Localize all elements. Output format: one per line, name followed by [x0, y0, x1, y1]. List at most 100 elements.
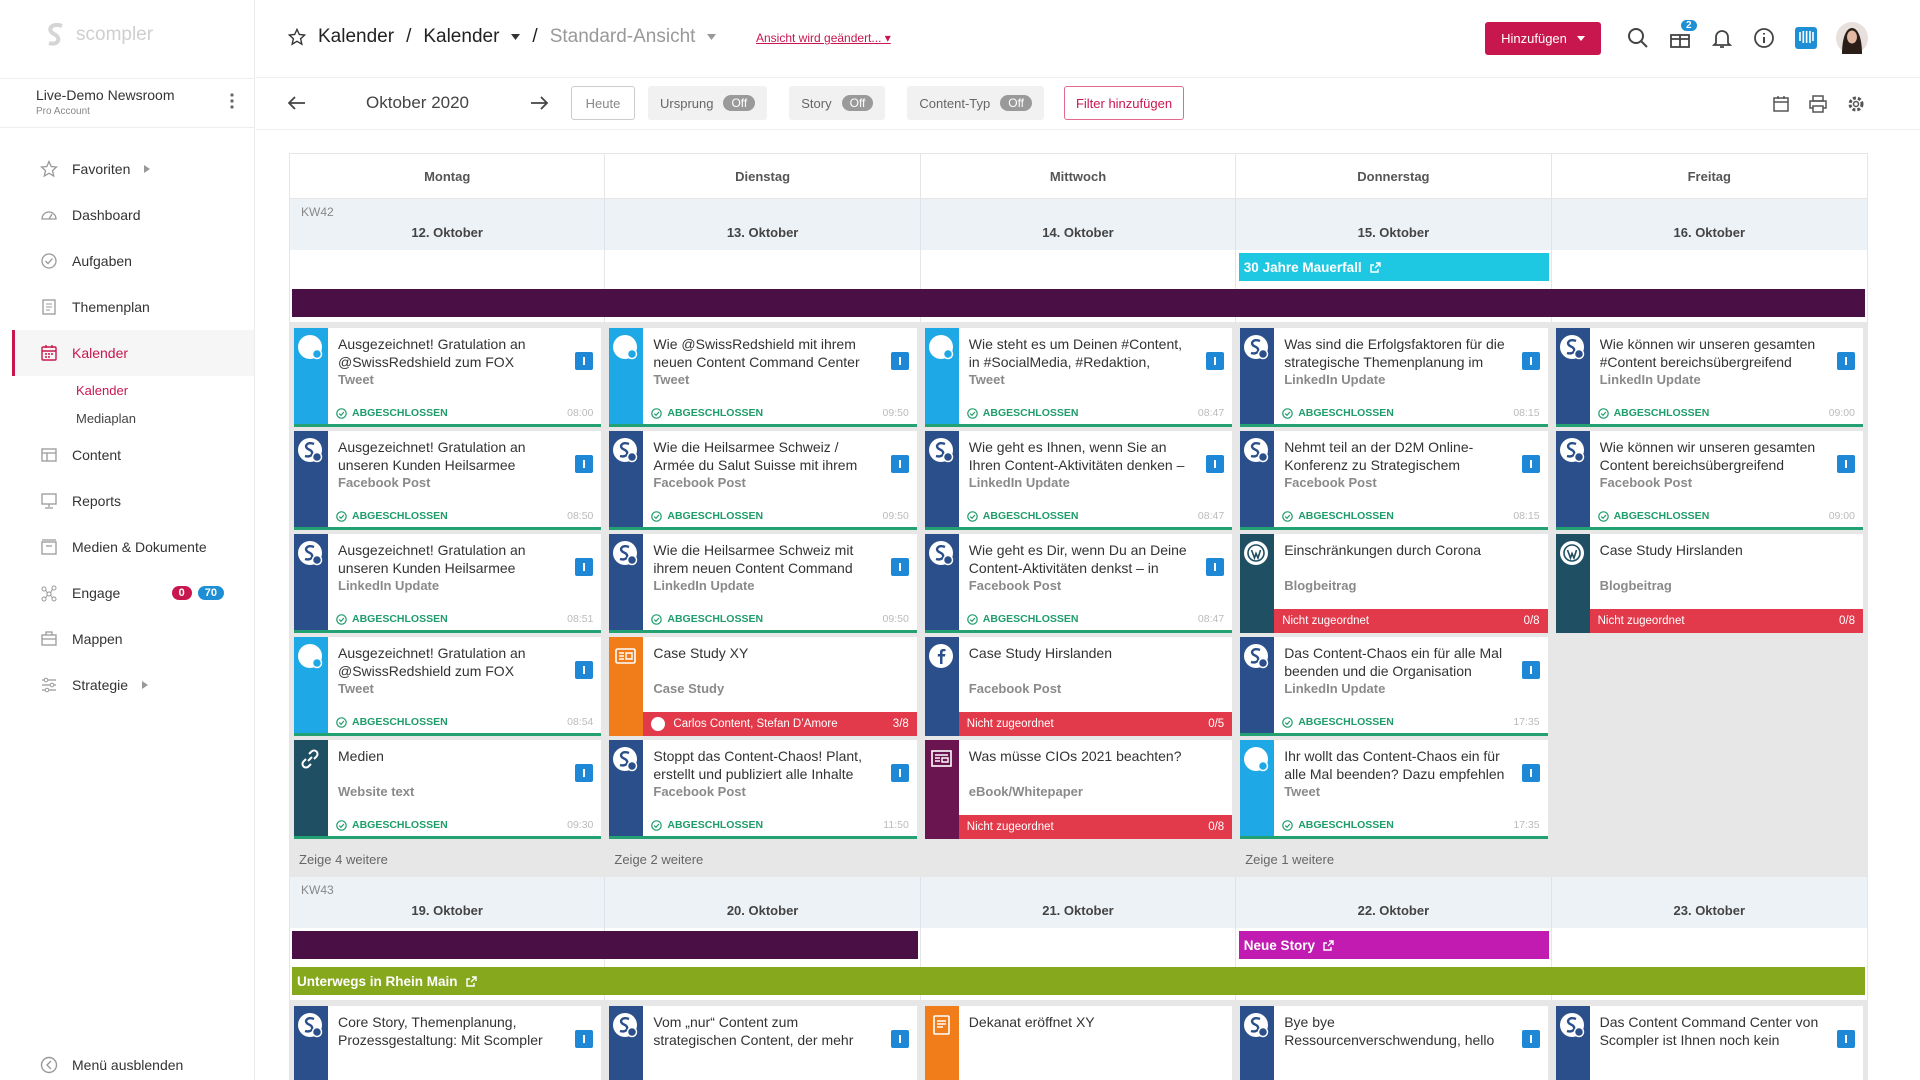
content-card[interactable]: Case Study XY Case Study Carlos Content, S… — [609, 637, 917, 736]
nav-item[interactable]: Strategie — [12, 662, 254, 708]
nav-item[interactable]: Engage 0 70 — [12, 570, 254, 616]
settings-icon[interactable] — [1847, 95, 1865, 113]
content-card[interactable]: Nehmt teil an der D2M Online-Konferenz z… — [1240, 431, 1548, 530]
bell-icon[interactable] — [1710, 26, 1734, 50]
favorite-star[interactable] — [288, 28, 306, 46]
content-card[interactable]: Case Study Hirslanden Blogbeitrag Nicht zu… — [1555, 534, 1863, 633]
info-badge[interactable] — [1836, 1030, 1855, 1048]
content-card[interactable]: Wie die Heilsarmee Schweiz mit ihrem neu… — [609, 534, 917, 633]
avatar[interactable] — [1836, 22, 1868, 54]
nav-item[interactable]: Aufgaben — [12, 238, 254, 284]
collapse-menu[interactable]: Menü ausblenden — [40, 1056, 183, 1074]
content-card[interactable]: Wie geht es Dir, wenn Du an Deine Conten… — [924, 534, 1233, 633]
filter-chip[interactable]: Ursprung Off — [648, 86, 768, 120]
info-badge[interactable] — [575, 352, 594, 370]
info-badge[interactable] — [1206, 558, 1225, 576]
info-badge[interactable] — [1836, 352, 1855, 370]
content-card[interactable]: Wie die Heilsarmee Schweiz / Armée du Sa… — [609, 431, 917, 530]
nav-sub-item[interactable]: Mediaplan — [76, 410, 136, 426]
content-card[interactable]: Medien Website text ABGESCHLOSSEN 09:30 — [294, 740, 602, 839]
nav-item[interactable]: Mappen — [12, 616, 254, 662]
assignment-row[interactable]: Nicht zugeordnet 0/8 — [958, 815, 1233, 839]
nav-item[interactable]: Favoriten — [12, 146, 254, 192]
content-card[interactable]: Bye bye Ressourcenverschwendung, hello — [1240, 1006, 1548, 1080]
content-card[interactable]: Ihr wollt das Content-Chaos ein für alle… — [1240, 740, 1548, 839]
info-badge[interactable] — [1521, 764, 1540, 782]
story-banner[interactable] — [292, 931, 919, 959]
content-card[interactable]: Das Content-Chaos ein für alle Mal beend… — [1240, 637, 1548, 736]
info-badge[interactable] — [890, 558, 909, 576]
breadcrumb-item[interactable]: Standard-Ansicht — [549, 26, 696, 47]
nav-sub-item[interactable]: Kalender — [76, 382, 129, 398]
show-more[interactable]: Zeige 2 weitere — [605, 843, 921, 876]
content-card[interactable]: Was sind die Erfolgsfaktoren für die str… — [1240, 328, 1548, 427]
info-badge[interactable] — [575, 455, 594, 473]
info-badge[interactable] — [1836, 455, 1855, 473]
content-card[interactable]: Was müsse CIOs 2021 beachten? eBook/White… — [924, 740, 1233, 839]
info-badge[interactable] — [890, 1030, 909, 1048]
print-icon[interactable] — [1809, 95, 1827, 113]
info-badge[interactable] — [1206, 352, 1225, 370]
info-badge[interactable] — [575, 764, 594, 782]
content-card[interactable]: Ausgezeichnet! Gratulation an @SwissReds… — [294, 637, 602, 736]
info-badge[interactable] — [575, 661, 594, 679]
nav-item[interactable]: Reports — [12, 478, 254, 524]
view-changed[interactable]: Ansicht wird geändert... ▾ — [756, 31, 891, 45]
content-card[interactable]: Ausgezeichnet! Gratulation an unseren Ku… — [294, 431, 602, 530]
content-card[interactable]: Stoppt das Content-Chaos! Plant, erstell… — [609, 740, 917, 839]
account-menu[interactable] — [230, 93, 234, 109]
content-card[interactable]: Vom „nur“ Content zum strategischen Cont… — [609, 1006, 917, 1080]
account[interactable]: Live-Demo Newsroom Pro Account — [0, 78, 254, 128]
nav-item[interactable]: Medien & Dokumente — [12, 524, 254, 570]
add-button[interactable]: Hinzufügen — [1485, 22, 1601, 55]
content-card[interactable]: Ausgezeichnet! Gratulation an @SwissReds… — [294, 328, 602, 427]
next-month[interactable] — [530, 96, 548, 110]
content-card[interactable]: Wie steht es um Deinen #Content, in #Soc… — [924, 328, 1233, 427]
search-icon[interactable] — [1626, 26, 1650, 50]
nav-item[interactable]: Kalender — [12, 330, 254, 376]
info-badge[interactable] — [575, 1030, 594, 1048]
info-badge[interactable] — [1521, 661, 1540, 679]
content-card[interactable]: Einschränkungen durch Corona Blogbeitrag N… — [1240, 534, 1548, 633]
story-banner[interactable] — [292, 289, 1865, 317]
today-button[interactable]: Heute — [571, 86, 635, 120]
breadcrumb-item[interactable]: Kalender — [423, 26, 500, 47]
content-card[interactable]: Dekanat eröffnet XY — [924, 1006, 1233, 1080]
info-badge[interactable] — [890, 764, 909, 782]
story-banner[interactable]: 30 Jahre Mauerfall — [1238, 253, 1550, 281]
assignment-row[interactable]: Carlos Content, Stefan D’Amore 3/8 — [643, 712, 917, 736]
gift[interactable]: 2 — [1668, 20, 1697, 50]
nav-item[interactable]: Themenplan — [12, 284, 254, 330]
story-banner[interactable]: Neue Story — [1238, 931, 1550, 959]
assignment-row[interactable]: Nicht zugeordnet 0/5 — [958, 712, 1233, 736]
info-badge[interactable] — [575, 558, 594, 576]
content-card[interactable]: Das Content Command Center von Scompler … — [1555, 1006, 1863, 1080]
calendar-icon[interactable] — [1772, 95, 1790, 113]
prev-month[interactable] — [288, 96, 306, 110]
story-banner[interactable]: Unterwegs in Rhein Main — [292, 967, 1865, 995]
assignment-row[interactable]: Nicht zugeordnet 0/8 — [1589, 609, 1863, 633]
content-card[interactable]: Core Story, Themenplanung, Prozessgestal… — [294, 1006, 602, 1080]
add-filter[interactable]: Filter hinzufügen — [1064, 86, 1184, 120]
info-badge[interactable] — [890, 352, 909, 370]
filter-chip[interactable]: Story Off — [789, 86, 886, 120]
nav-item[interactable]: Content — [12, 432, 254, 478]
chat-icon[interactable] — [1794, 26, 1818, 50]
nav-item[interactable]: Dashboard — [12, 192, 254, 238]
filter-chip[interactable]: Content-Typ Off — [907, 86, 1045, 120]
content-card[interactable]: Wie geht es Ihnen, wenn Sie an Ihren Con… — [924, 431, 1233, 530]
info-icon[interactable] — [1752, 26, 1776, 50]
info-badge[interactable] — [890, 455, 909, 473]
content-card[interactable]: Wie @SwissRedshield mit ihrem neuen Cont… — [609, 328, 917, 427]
content-card[interactable]: Wie können wir unseren gesamten #Content… — [1555, 328, 1863, 427]
content-card[interactable]: Ausgezeichnet! Gratulation an unseren Ku… — [294, 534, 602, 633]
show-more[interactable]: Zeige 4 weitere — [290, 843, 606, 876]
show-more[interactable]: Zeige 1 weitere — [1236, 843, 1552, 876]
info-badge[interactable] — [1206, 455, 1225, 473]
info-badge[interactable] — [1521, 352, 1540, 370]
breadcrumb-item[interactable]: Kalender — [318, 26, 395, 47]
info-badge[interactable] — [1521, 1030, 1540, 1048]
content-card[interactable]: Wie können wir unseren gesamten Content … — [1555, 431, 1863, 530]
assignment-row[interactable]: Nicht zugeordnet 0/8 — [1274, 609, 1548, 633]
content-card[interactable]: Case Study Hirslanden Facebook Post Nicht … — [924, 637, 1233, 736]
